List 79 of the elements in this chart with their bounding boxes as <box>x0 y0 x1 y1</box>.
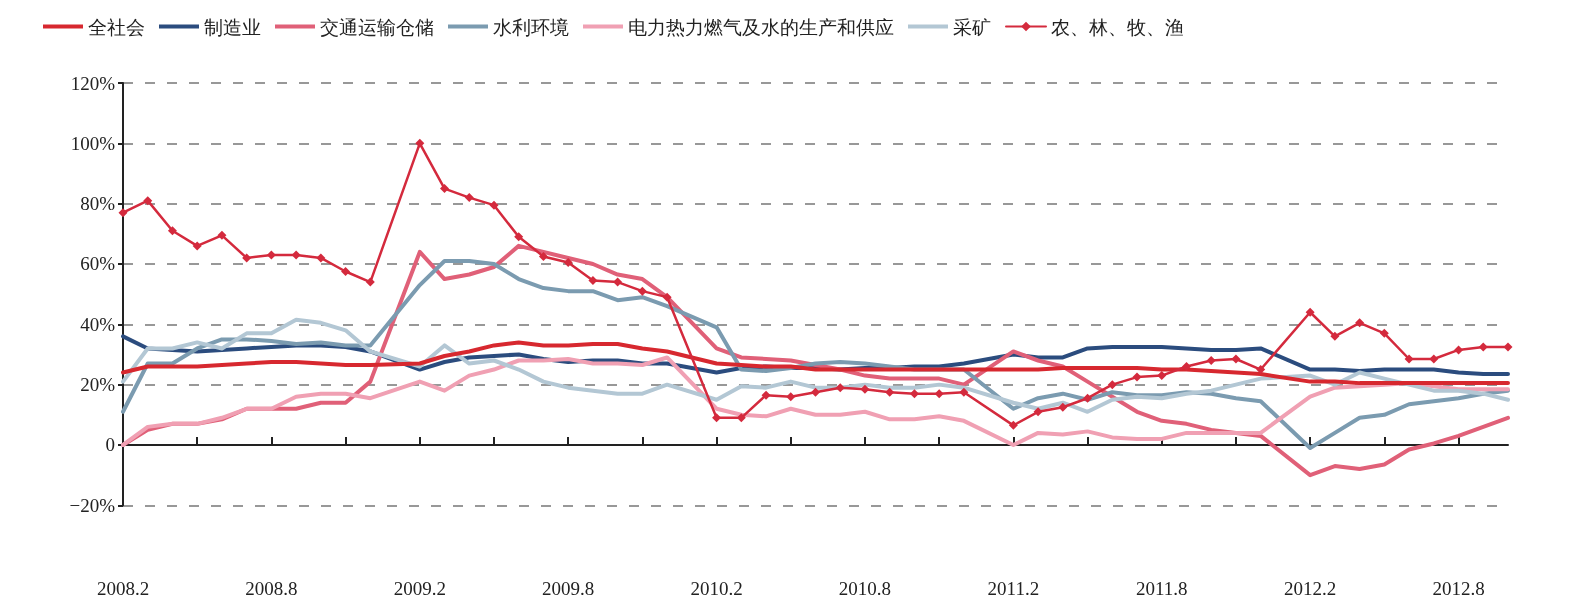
point <box>365 277 375 287</box>
point <box>316 253 326 263</box>
legend-label: 全社会 <box>88 15 145 38</box>
y-tick-label: 100% <box>70 132 116 154</box>
point <box>1429 354 1439 364</box>
point <box>217 230 227 240</box>
line-series <box>121 340 1510 386</box>
point <box>1355 318 1365 328</box>
point <box>637 286 647 296</box>
x-tick-label: 2012.8 <box>1432 578 1485 599</box>
point <box>860 384 870 394</box>
point <box>1157 371 1167 381</box>
point <box>464 193 474 203</box>
point <box>1330 331 1340 341</box>
legend-label: 制造业 <box>204 15 261 38</box>
y-tick-label: 80% <box>80 193 116 215</box>
legend-label: 水利环境 <box>493 15 569 38</box>
point <box>192 241 202 251</box>
point <box>167 226 177 236</box>
point <box>1083 393 1093 403</box>
point <box>266 250 276 260</box>
point <box>1379 328 1389 338</box>
point <box>1008 420 1018 430</box>
x-tick-label: 2008.2 <box>96 578 150 599</box>
x-tick-label: 2009.2 <box>393 578 446 599</box>
point <box>1033 407 1043 417</box>
point <box>563 257 573 267</box>
point <box>1256 365 1266 375</box>
point <box>1132 372 1142 382</box>
line-series <box>121 355 1510 447</box>
point <box>440 184 450 194</box>
point <box>811 387 820 397</box>
point <box>662 292 672 302</box>
x-tick-label: 2010.8 <box>838 578 892 599</box>
point <box>242 253 252 263</box>
point <box>1181 362 1191 372</box>
point <box>736 413 746 423</box>
legend-label: 交通运输仓储 <box>320 15 434 38</box>
legend-label: 农、林、牧、渔 <box>1051 15 1184 38</box>
legend-label: 采矿 <box>953 15 991 38</box>
y-tick-label: 40% <box>80 313 116 335</box>
x-tick-label: 2008.8 <box>245 578 298 599</box>
y-tick-label: −20% <box>69 494 116 516</box>
y-tick-label: 0 <box>105 434 115 456</box>
x-tick-label: 2010.2 <box>690 578 743 599</box>
x-tick-label: 2011.2 <box>987 578 1040 599</box>
y-tick-label: 60% <box>80 253 116 275</box>
point <box>489 200 499 210</box>
legend-label: 电力热力燃气及水的生产和供应 <box>628 15 894 38</box>
point <box>1404 354 1414 364</box>
x-tick-label: 2012.2 <box>1284 578 1337 599</box>
point <box>909 389 919 399</box>
point <box>1231 354 1241 364</box>
point <box>514 232 524 242</box>
point <box>415 138 425 148</box>
point <box>786 392 796 402</box>
point <box>835 383 845 393</box>
point <box>885 387 895 397</box>
x-tick-label: 2011.8 <box>1135 578 1188 599</box>
y-tick-label: 120% <box>70 72 116 94</box>
point <box>761 390 771 400</box>
point <box>341 267 351 277</box>
point <box>1478 342 1488 352</box>
point <box>291 250 301 260</box>
point <box>1206 356 1216 365</box>
point <box>613 277 623 287</box>
point <box>1058 402 1068 412</box>
point <box>959 387 969 397</box>
point <box>118 208 128 218</box>
point <box>143 196 153 206</box>
x-tick-label: 2009.8 <box>542 578 595 599</box>
y-tick-label: 20% <box>80 374 116 396</box>
point <box>1503 342 1513 352</box>
point <box>538 251 548 261</box>
point <box>934 389 944 399</box>
point <box>1107 380 1117 390</box>
point <box>588 276 598 286</box>
point <box>1454 345 1464 355</box>
point <box>1305 307 1315 317</box>
